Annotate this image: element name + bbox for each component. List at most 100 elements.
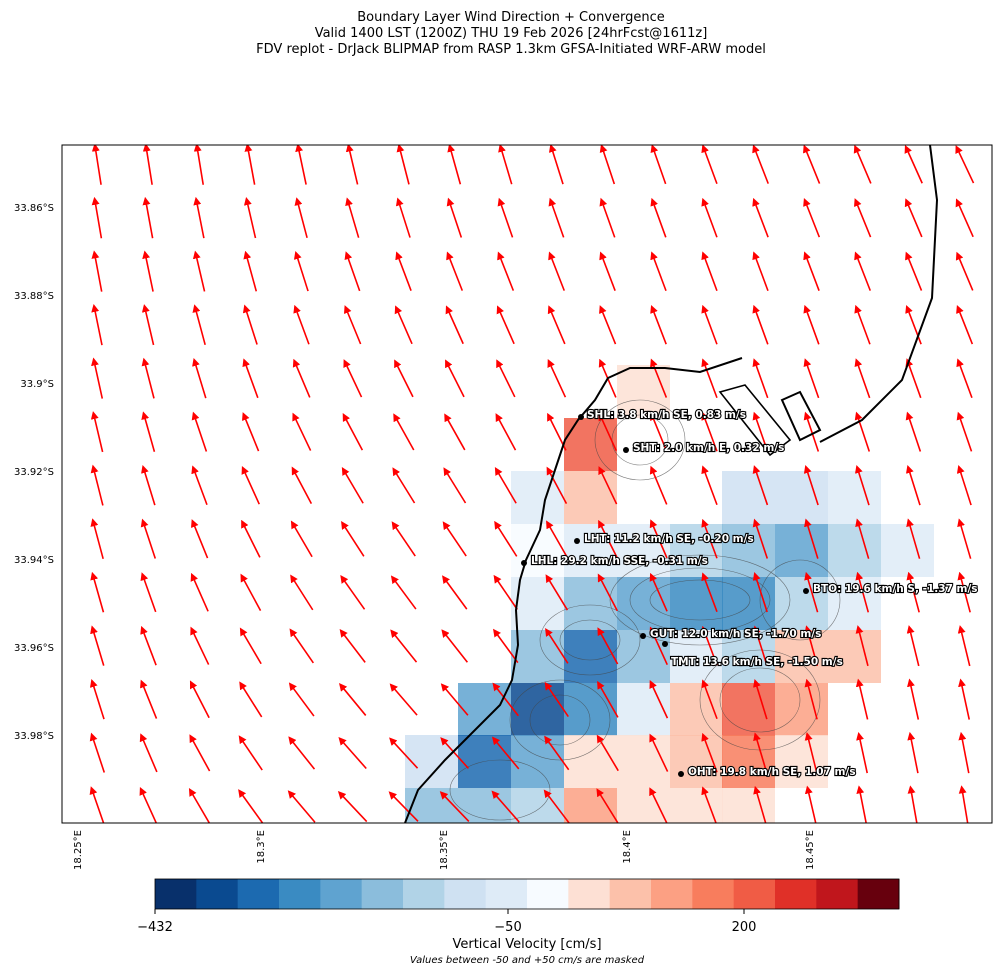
wind-arrow [339,683,367,716]
wind-arrow [955,251,974,291]
wind-arrow [752,358,769,399]
wind-arrow [289,628,315,664]
wind-arrow [292,412,312,451]
wind-arrow [855,571,870,613]
station-label: SHL: 3.8 km/h SE, 0.83 m/s [587,409,746,421]
wind-arrow [141,464,156,506]
colorbar-bin [155,879,197,909]
wind-arrow [753,785,767,823]
wind-arrow [394,305,413,345]
velocity-cell [617,524,670,577]
station-label: OHT: 19.8 km/h SE, 1.07 m/s [688,766,856,778]
velocity-cell [775,524,828,577]
lat-label: 33.86°S [14,203,54,214]
wind-arrow [91,303,103,346]
wind-arrow [142,145,153,185]
velocity-cell [511,471,564,524]
wind-arrow [752,304,769,345]
colorbar-tick-label: 200 [732,920,757,935]
wind-arrow [905,304,922,345]
wind-arrow [391,521,416,557]
wind-arrow [650,412,668,452]
lat-label: 33.92°S [14,467,54,478]
station-dot [640,633,646,639]
colorbar-tick-label: −432 [137,920,173,935]
wind-arrow [239,681,263,718]
lat-label: 33.96°S [14,643,54,654]
velocity-cell [617,735,670,788]
wind-arrow [907,731,919,774]
wind-arrow [393,413,415,451]
wind-arrow [856,731,869,774]
wind-arrow [190,572,209,612]
wind-arrow [650,251,667,292]
wind-arrow [240,573,262,611]
wind-arrow [803,198,821,238]
wind-arrow [752,572,768,613]
colorbar-bin [196,879,239,909]
wind-arrow [91,196,103,239]
wind-arrow [390,629,418,663]
wind-arrow [546,466,568,505]
wind-arrow [598,519,618,558]
wind-arrow [956,358,973,399]
wind-arrow [392,467,416,504]
wind-arrow [139,786,158,823]
wind-arrow [853,145,872,184]
wind-arrow [142,196,154,239]
wind-arrow [597,573,618,612]
wind-arrow [955,145,975,184]
wind-arrow [597,680,619,718]
wind-arrow [544,681,569,717]
wind-arrow [140,679,158,719]
wind-arrow [445,359,465,398]
wind-arrow [649,787,668,823]
wind-arrow [191,465,208,506]
wind-arrow [803,304,820,345]
wind-arrow [295,145,307,185]
velocity-cell [670,683,723,736]
wind-arrow [752,625,768,666]
wind-arrow [649,519,668,559]
colorbar-bin [609,879,652,909]
wind-arrow [192,304,206,346]
colorbar-bin [527,879,569,909]
colorbar-note: Values between -50 and +50 cm/s are mask… [410,955,645,966]
wind-arrow [856,785,867,823]
wind-arrow [855,465,870,506]
velocity-cell [458,788,511,823]
wind-arrow [803,465,819,506]
lon-label: 18.35°E [439,830,450,870]
wind-arrow [598,412,617,452]
colorbar-bin [403,879,445,909]
wind-arrow [649,680,669,719]
station-dot [623,447,629,453]
station-dot [578,414,584,420]
velocity-cell [670,735,723,788]
colorbar-bin [816,879,859,909]
station-dot [521,560,527,566]
wind-arrow [394,359,414,398]
colorbar-bin [320,879,363,909]
lat-label: 33.98°S [14,731,54,742]
wind-arrow [89,732,106,773]
wind-arrow [446,197,463,238]
station-label: GUT: 12.0 km/h SE, -1.70 m/s [650,628,821,640]
wind-arrow [91,250,103,292]
wind-arrow [596,734,619,772]
wind-arrow [244,145,256,185]
lon-label: 18.3°E [256,830,267,864]
wind-arrow [701,572,718,613]
wind-arrow [804,571,819,613]
velocity-cell [722,630,775,683]
colorbar-bin [775,879,817,909]
wind-arrow [752,411,769,452]
wind-arrow [804,785,817,823]
wind-arrow [243,250,258,292]
wind-arrow [546,520,568,558]
wind-arrow [906,625,920,667]
colorbar-tick-label: −50 [494,920,521,935]
wind-arrow [701,518,718,559]
wind-arrow [491,790,520,823]
wind-arrow [242,412,260,452]
